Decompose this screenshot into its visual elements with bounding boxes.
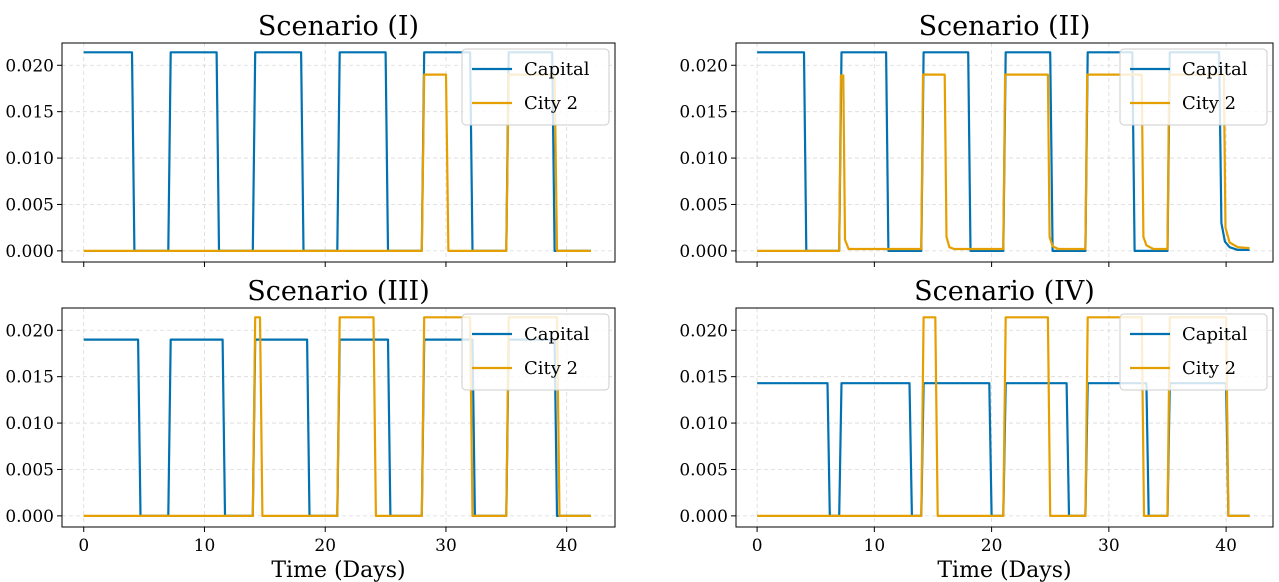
x-tick-label: 10 <box>864 536 886 556</box>
y-tick-label: 0.005 <box>679 460 728 480</box>
x-tick-label: 20 <box>314 536 336 556</box>
y-tick-label: 0.000 <box>679 242 728 262</box>
legend-label: Capital <box>524 324 590 345</box>
legend-label: City 2 <box>1182 93 1236 114</box>
legend: Capital City 2 <box>461 48 610 126</box>
y-tick-label: 0.015 <box>5 368 54 388</box>
y-tick-label: 0.000 <box>5 507 54 527</box>
axes-frame <box>735 42 1274 263</box>
panel-title: Scenario (IV) <box>914 276 1095 307</box>
legend-label: Capital <box>1182 324 1248 345</box>
legend-label: City 2 <box>524 93 578 114</box>
panel-2: 0.000 0.005 0.010 0.015 0.020 Scenario (II) Ca… <box>679 11 1274 267</box>
panel-3: 0.000 0.005 0.010 0.015 0.020 0 10 20 30 40 Scenar… <box>5 276 616 582</box>
x-tick-label: 30 <box>435 536 457 556</box>
legend: Capital City 2 <box>461 313 610 391</box>
x-tick-label: 10 <box>194 536 216 556</box>
x-tick-label: 20 <box>981 536 1003 556</box>
y-tick-label: 0.020 <box>679 321 728 341</box>
legend-label: Capital <box>524 59 590 80</box>
panel-title: Scenario (III) <box>247 276 430 307</box>
legend: Capital City 2 <box>1119 48 1268 126</box>
y-tick-label: 0.005 <box>679 195 728 215</box>
panel-4: 0.000 0.005 0.010 0.015 0.020 0 10 20 30 40 Scenar… <box>679 276 1274 582</box>
y-tick-label: 0.015 <box>679 103 728 123</box>
y-tick-label: 0.000 <box>679 507 728 527</box>
legend-label: City 2 <box>524 358 578 379</box>
series-line-capital <box>757 51 1250 252</box>
x-axis-label: Time (Days) <box>271 558 405 582</box>
x-tick-label: 0 <box>78 536 89 556</box>
axes-frame <box>61 42 616 263</box>
y-tick-label: 0.010 <box>5 414 54 434</box>
axes-frame <box>735 307 1274 528</box>
x-tick-label: 40 <box>1215 536 1237 556</box>
axes-frame <box>61 307 616 528</box>
y-tick-label: 0.005 <box>5 460 54 480</box>
legend: Capital City 2 <box>1119 313 1268 391</box>
y-tick-label: 0.010 <box>679 149 728 169</box>
y-tick-label: 0.010 <box>5 149 54 169</box>
y-tick-label: 0.015 <box>679 368 728 388</box>
legend-label: City 2 <box>1182 358 1236 379</box>
x-tick-label: 0 <box>752 536 763 556</box>
y-tick-label: 0.005 <box>5 195 54 215</box>
y-tick-label: 0.020 <box>5 321 54 341</box>
y-tick-label: 0.000 <box>5 242 54 262</box>
x-tick-label: 40 <box>556 536 578 556</box>
y-tick-label: 0.020 <box>679 56 728 76</box>
panel-title: Scenario (I) <box>258 11 419 42</box>
x-tick-label: 30 <box>1098 536 1120 556</box>
y-tick-label: 0.010 <box>679 414 728 434</box>
legend-label: Capital <box>1182 59 1248 80</box>
panel-title: Scenario (II) <box>919 11 1091 42</box>
y-tick-label: 0.015 <box>5 103 54 123</box>
x-axis-label: Time (Days) <box>937 558 1071 582</box>
panel-1: 0.000 0.005 0.010 0.015 0.020 Scenario (I) Cap… <box>5 11 616 267</box>
series-line-city-2 <box>83 73 591 252</box>
y-tick-label: 0.020 <box>5 56 54 76</box>
